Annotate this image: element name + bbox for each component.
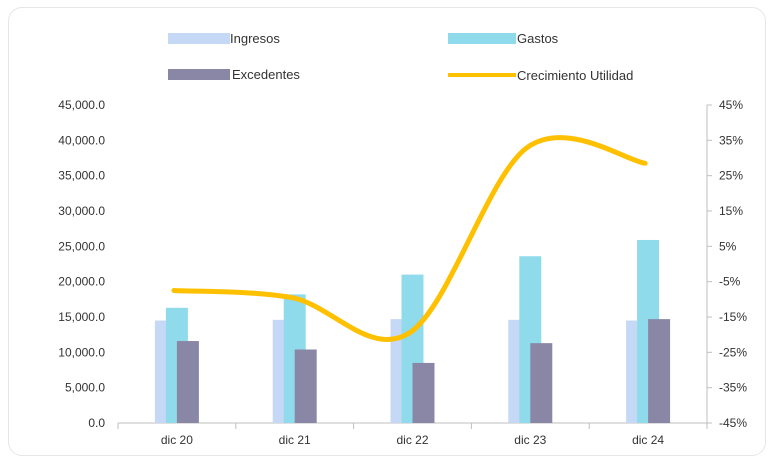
legend-label-gastos: Gastos (517, 31, 559, 46)
y-right-tick-label: -25% (719, 345, 747, 359)
legend-item-excedentes: Excedentes (168, 67, 300, 82)
y-right-tick-label: -35% (719, 381, 747, 395)
legend-item-ingresos: Ingresos (168, 31, 280, 46)
y-right-tick-label: 45% (719, 98, 743, 112)
y-left-tick-label: 15,000.0 (58, 310, 105, 324)
x-axis-ticks: dic 20 dic 21 dic 22 dic 23 dic 24 (117, 423, 708, 447)
growth-line (171, 135, 648, 342)
y-left-tick-label: 20,000.0 (58, 275, 105, 289)
y-left-tick-label: 40,000.0 (58, 133, 105, 147)
y-right-tick-label: -15% (719, 310, 747, 324)
bar-excedentes (648, 319, 671, 423)
y-left-tick-label: 35,000.0 (58, 169, 105, 183)
x-tick-label: dic 20 (161, 433, 193, 447)
legend-swatch-gastos (448, 33, 516, 44)
bars (154, 239, 671, 423)
x-tick-label: dic 23 (514, 433, 546, 447)
legend-label-excedentes: Excedentes (232, 67, 300, 82)
bar-excedentes (294, 349, 317, 423)
legend-item-crecimiento: Crecimiento Utilidad (448, 68, 633, 83)
growth-line-layer (171, 135, 648, 342)
bar-excedentes (176, 341, 199, 423)
y-right-tick-label: 25% (719, 169, 743, 183)
left-axis-ticks: 0.0 5,000.0 10,000.0 15,000.0 20,000.0 25,000… (58, 98, 105, 430)
legend-label-ingresos: Ingresos (230, 31, 280, 46)
bar-excedentes (412, 362, 435, 423)
right-axis-ticks: -45% -35% -25% -15% -5% 5% 15% 25% 35% 45% (706, 98, 747, 430)
x-tick-label: dic 21 (279, 433, 311, 447)
bar-excedentes (530, 343, 553, 423)
y-left-tick-label: 0.0 (88, 416, 105, 430)
y-left-tick-label: 25,000.0 (58, 239, 105, 253)
y-right-tick-label: 35% (719, 133, 743, 147)
legend-swatch-ingresos (168, 33, 230, 44)
y-right-tick-label: 15% (719, 204, 743, 218)
y-left-tick-label: 10,000.0 (58, 345, 105, 359)
legend: Ingresos Gastos Excedentes Crecimiento U… (168, 31, 633, 83)
y-right-tick-label: 5% (719, 239, 737, 253)
x-tick-label: dic 24 (632, 433, 664, 447)
legend-item-gastos: Gastos (448, 31, 559, 46)
y-left-tick-label: 30,000.0 (58, 204, 105, 218)
y-left-tick-label: 5,000.0 (65, 381, 105, 395)
y-right-tick-label: -5% (719, 275, 741, 289)
legend-label-crecimiento: Crecimiento Utilidad (517, 68, 633, 83)
y-right-tick-label: -45% (719, 416, 747, 430)
legend-swatch-excedentes (168, 69, 230, 80)
x-tick-label: dic 22 (396, 433, 428, 447)
y-left-tick-label: 45,000.0 (58, 98, 105, 112)
